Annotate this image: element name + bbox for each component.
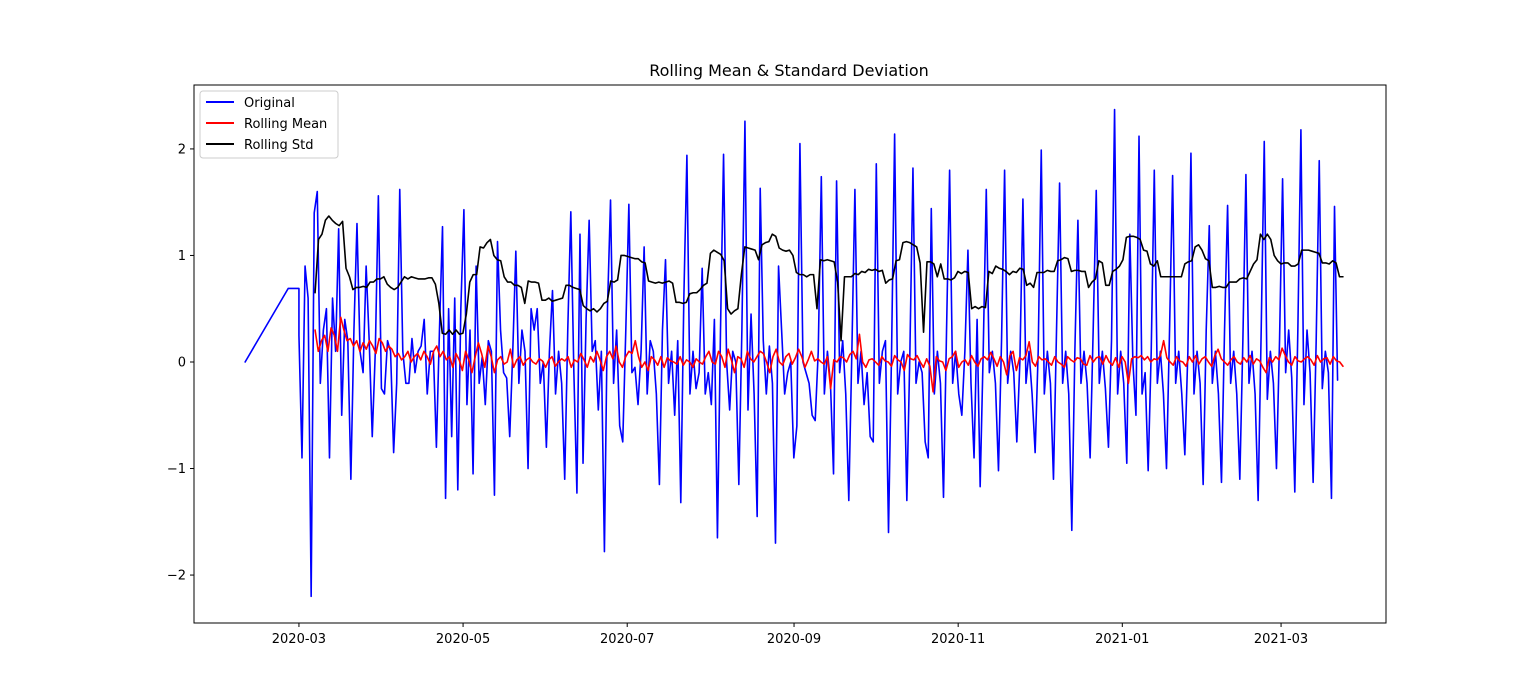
x-axis: 2020-03 2020-05 2020-07 2020-09 2020-11 2021-… xyxy=(272,623,1308,647)
axes-frame xyxy=(193,84,1387,624)
legend-label-rolling-std: Rolling Std xyxy=(244,138,313,153)
legend: Original Rolling Mean Rolling Std xyxy=(199,90,339,159)
y-tick-label: −1 xyxy=(167,462,186,477)
x-tick-label: 2020-11 xyxy=(931,632,985,647)
legend-label-rolling-mean: Rolling Mean xyxy=(244,117,327,132)
plot-area xyxy=(244,108,1344,598)
x-tick-label: 2021-01 xyxy=(1095,632,1149,647)
y-tick-label: 1 xyxy=(178,249,186,264)
x-tick-label: 2020-09 xyxy=(767,632,821,647)
series-line-rolling-mean xyxy=(314,316,1344,393)
x-tick-label: 2021-03 xyxy=(1254,632,1308,647)
y-axis: −2 −1 0 1 2 xyxy=(167,142,194,584)
y-tick-label: 0 xyxy=(178,355,186,370)
x-tick-label: 2020-03 xyxy=(272,632,326,647)
series-line-original xyxy=(244,108,1339,598)
series-line-rolling-std xyxy=(314,215,1344,342)
chart-title: Rolling Mean & Standard Deviation xyxy=(649,61,929,80)
y-tick-label: −2 xyxy=(167,569,186,584)
y-tick-label: 2 xyxy=(178,142,186,157)
legend-box xyxy=(199,90,339,159)
x-tick-label: 2020-07 xyxy=(600,632,654,647)
x-tick-label: 2020-05 xyxy=(436,632,490,647)
legend-label-original: Original xyxy=(244,96,295,111)
